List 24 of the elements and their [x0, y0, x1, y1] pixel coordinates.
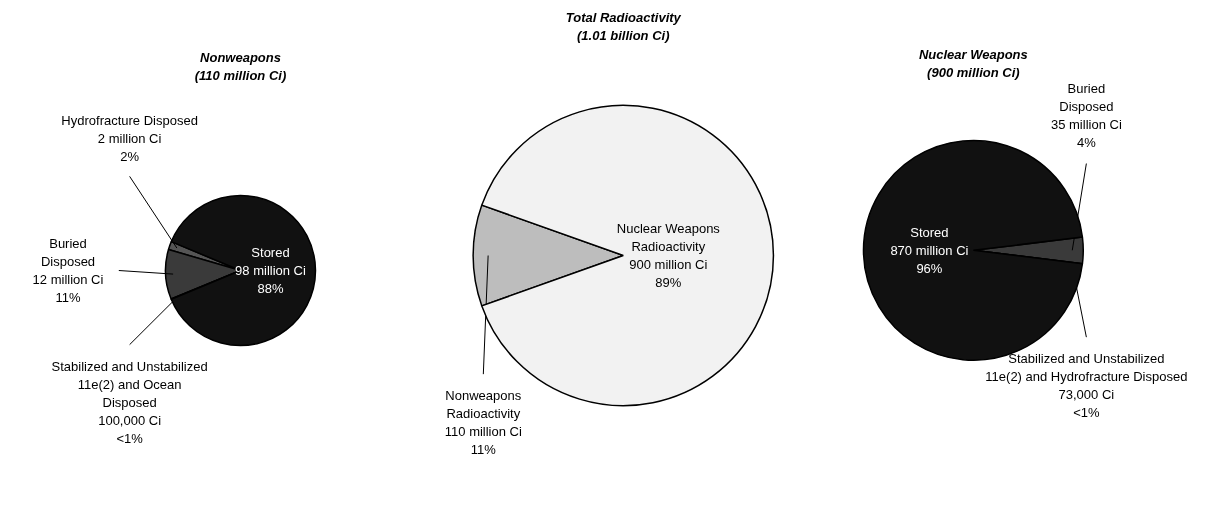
- slice-label: Buried Disposed: [40, 236, 96, 269]
- chart-subtitle: (110 million Ci): [194, 68, 287, 83]
- data-label: 900 million Ci 89%: [629, 257, 708, 290]
- chart-title: Nonweapons: [200, 50, 281, 65]
- data-label: 73,000 Ci <1%: [1058, 386, 1115, 420]
- data-label: 12 million Ci 11%: [32, 272, 104, 305]
- data-label: 100,000 Ci <1%: [98, 413, 162, 447]
- data-label: 98 million Ci 88%: [235, 263, 307, 296]
- data-label: 35 million Ci 4%: [1050, 116, 1122, 150]
- data-label: 870 million Ci 96%: [890, 242, 969, 276]
- slice-label: Stabilized and Unstabilized 11e(2) and Ocean Disposed: [51, 359, 208, 411]
- data-label: 2 million Ci 2%: [97, 130, 162, 164]
- slice-label: Stored: [910, 224, 949, 240]
- data-label: 110 million Ci 11%: [444, 423, 522, 457]
- slice-label: Nuclear Weapons Radioactivity: [616, 221, 721, 254]
- slice-label: Stored: [251, 245, 290, 260]
- chart-title: Total Radioactivity: [565, 9, 682, 25]
- chart-title: Nuclear Weapons: [918, 46, 1028, 62]
- slice-label: Hydrofracture Disposed: [61, 112, 198, 128]
- slice-label: Nonweapons Radioactivity: [445, 387, 522, 421]
- chart-subtitle: (900 million Ci): [927, 64, 1020, 80]
- slice-label: Stabilized and Unstabilized 11e(2) and Hydrofracture Disposed: [985, 350, 1188, 384]
- chart-subtitle: (1.01 billion Ci): [577, 27, 670, 43]
- slice-label: Buried Disposed: [1059, 80, 1114, 114]
